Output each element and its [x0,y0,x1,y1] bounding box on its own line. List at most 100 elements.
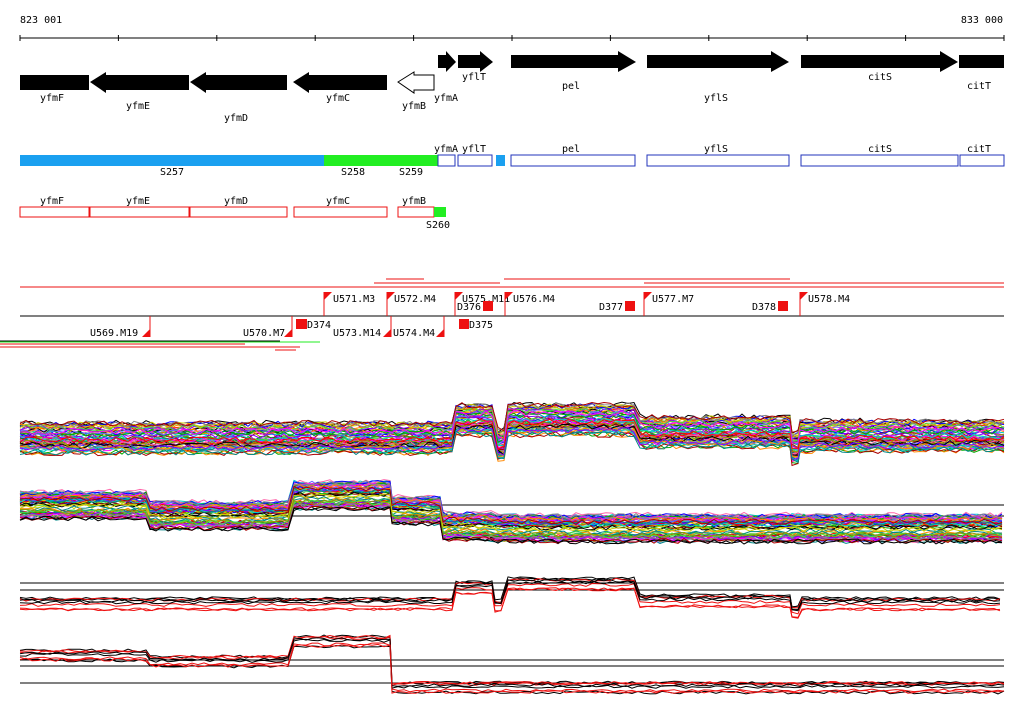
segment-label: S259 [399,167,423,178]
gene-label: yfmC [326,93,350,104]
tu-label: U574.M4 [393,328,435,339]
transcript-box[interactable] [293,206,388,218]
ruler-start-label: 823 001 [20,15,62,26]
gene-yfmF[interactable]: yfmF [20,75,89,104]
expression-panel-minus-summary [19,634,1005,695]
gene-citT[interactable]: citT [959,55,1004,92]
breakpoint-label: D377 [599,302,623,313]
tu-label: U573.M14 [333,328,381,339]
segment-bar[interactable] [20,155,324,166]
gene-citS[interactable]: citS [801,51,958,83]
tu-label: U569.M19 [90,328,138,339]
tu-plus[interactable]: U577.M7 [643,292,694,316]
gene-yflT[interactable]: yflT [458,51,493,83]
gene-yfmC[interactable]: yfmC [293,72,387,104]
ruler-ticks [19,35,1005,41]
gene-yflS[interactable]: yflS [647,51,789,104]
gene-yfmA[interactable]: yfmA [434,51,458,104]
transcript-box[interactable] [510,154,636,167]
gene-yfmB[interactable]: yfmB [397,71,435,112]
gene-label: yfmF [40,93,64,104]
gene-label: yflS [704,93,728,104]
transcript-label: yfmF [40,196,64,207]
transcript-label: yfmC [326,196,350,207]
breakpoint-label: D374 [307,320,331,331]
transcript-label: yfmE [126,196,150,207]
segment-bar[interactable] [324,155,438,166]
tu-plus[interactable]: U576.M4 [504,292,555,316]
segment-bar[interactable] [496,155,505,166]
gene-label: citS [868,72,892,83]
tu-minus[interactable]: U569.M19 [90,316,151,339]
transcript-box[interactable] [437,154,456,167]
transcript-box[interactable] [189,206,288,218]
transcript-box[interactable] [646,154,790,167]
gene-label: yfmB [402,101,426,112]
tu-label: U577.M7 [652,294,694,305]
gene-pel[interactable]: pel [511,51,636,92]
gene-arrow [801,51,958,72]
gene-label: yflT [462,72,486,83]
breakpoint-marker[interactable]: D375 [459,319,493,331]
gene-track: yfmF yfmE yfmD yfmC yfmB yfmA yflT pel [20,51,1004,124]
transcript-label: citS [868,144,892,155]
ruler-end-label: 833 000 [961,15,1003,26]
tu-label: U572.M4 [394,294,436,305]
segment-label: S257 [160,167,184,178]
expression-panel-minus-profiles [19,479,1004,545]
transcription-unit-track: U571.M3 U572.M4 U575.M11 U576.M4 U577.M7… [0,278,1004,351]
tu-label: U578.M4 [808,294,850,305]
gene-yfmE[interactable]: yfmE [90,72,189,112]
gene-arrow [397,71,435,94]
gene-arrow [647,51,789,72]
breakpoint-marker[interactable]: D377 [599,301,635,313]
tu-label: U575.M11 [462,294,510,305]
transcript-box[interactable] [397,206,435,218]
tu-plus[interactable]: U571.M3 [323,292,375,316]
gene-arrow [293,72,387,93]
gene-label: pel [562,81,580,92]
minus-segment-track: yfmF yfmE yfmD yfmC yfmB S260 [19,196,450,231]
gene-label: citT [967,81,991,92]
transcript-box[interactable] [19,206,90,218]
gene-arrow [959,55,1004,68]
expression-panel-plus-profiles [19,401,1005,467]
breakpoint-label: D376 [457,302,481,313]
breakpoint-marker[interactable]: D376 [457,301,493,313]
plus-segment-track: S257 S258 S259 yfmA yflT pel yflS citS c… [20,144,1005,178]
gene-label: yfmD [224,113,248,124]
tu-plus[interactable]: U572.M4 [386,292,436,316]
gene-arrow [90,72,189,93]
segment-label: S258 [341,167,365,178]
tu-minus[interactable]: U573.M14 [333,316,392,339]
segment-label: S260 [426,220,450,231]
tu-minus[interactable]: U574.M4 [393,316,445,339]
tu-label: U576.M4 [513,294,555,305]
transcript-label: yfmB [402,196,426,207]
breakpoint-label: D375 [469,320,493,331]
breakpoint-marker[interactable]: D374 [296,319,331,331]
transcript-box[interactable] [457,154,493,167]
transcript-label: citT [967,144,991,155]
tu-label: U571.M3 [333,294,375,305]
tu-minus[interactable]: U570.M7 [243,316,293,339]
tu-label: U570.M7 [243,328,285,339]
breakpoint-marker[interactable]: D378 [752,301,788,313]
gene-arrow [438,51,456,72]
expression-panel-plus-summary [19,576,1004,619]
tu-plus[interactable]: U578.M4 [799,292,850,316]
gene-label: yfmE [126,101,150,112]
gene-yfmD[interactable]: yfmD [190,72,287,124]
gene-arrow [458,51,493,72]
gene-label: yfmA [434,93,458,104]
transcript-box[interactable] [959,154,1005,167]
segment-bar[interactable] [434,207,446,217]
tu-plus[interactable]: U575.M11 [454,292,510,316]
transcript-label: yfmA [434,144,458,155]
transcript-box[interactable] [89,206,190,218]
transcript-box[interactable] [800,154,959,167]
transcript-label: yfmD [224,196,248,207]
breakpoint-label: D378 [752,302,776,313]
transcript-label: pel [562,144,580,155]
